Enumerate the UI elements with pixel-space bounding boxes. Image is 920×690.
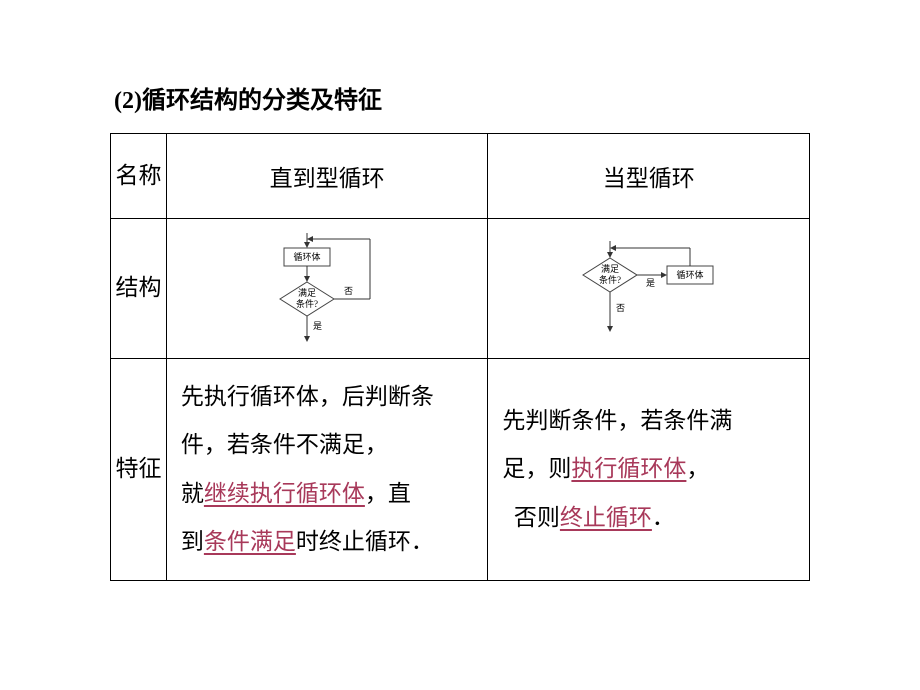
txt: 足，则 — [502, 456, 571, 481]
diagram-while: 满足 条件? 是 循环体 否 — [488, 219, 810, 359]
while-loop-flowchart: 满足 条件? 是 循环体 否 — [566, 239, 731, 339]
loop-body-text: 循环体 — [677, 269, 704, 280]
txt: 先执行循环体，后判断条 — [181, 384, 434, 409]
section-heading: (2)循环结构的分类及特征 — [110, 80, 810, 115]
header-text: 直到型循环 — [270, 166, 385, 191]
no-label: 否 — [616, 303, 625, 313]
blank-cond-met: 条件满足 — [204, 529, 296, 554]
txt: ，直 — [365, 481, 411, 506]
label-text: 特征 — [115, 456, 161, 481]
row-label-struct: 结构 — [111, 219, 167, 359]
txt: ， — [686, 456, 709, 481]
yes-label: 是 — [646, 278, 655, 288]
cond-l2: 条件? — [296, 298, 318, 309]
loop-body-text: 循环体 — [294, 251, 321, 262]
header-text: 当型循环 — [603, 166, 695, 191]
no-label: 否 — [344, 286, 353, 296]
until-loop-flowchart: 循环体 满足 条件? 否 是 — [252, 231, 402, 346]
txt: 先判断条件，若条件满 — [502, 408, 732, 433]
blank-exec-body: 执行循环体 — [571, 456, 686, 481]
row-label-feature: 特征 — [111, 359, 167, 581]
diagram-until: 循环体 满足 条件? 否 是 — [166, 219, 488, 359]
blank-continue-body: 继续执行循环体 — [204, 481, 365, 506]
txt: 就 — [181, 481, 204, 506]
label-text: 结构 — [115, 275, 161, 300]
cond-l1: 满足 — [601, 264, 619, 274]
blank-terminate: 终止循环 — [560, 505, 652, 530]
label-text: 名称 — [115, 163, 161, 188]
txt: 到 — [181, 529, 204, 554]
yes-label: 是 — [313, 321, 322, 331]
txt: 时终止循环． — [296, 529, 434, 554]
cond-l1: 满足 — [298, 288, 316, 298]
loop-types-table: 名称 直到型循环 当型循环 结构 循环体 — [110, 133, 810, 581]
txt: 否则 — [514, 505, 560, 530]
col-header-until: 直到型循环 — [166, 134, 488, 219]
txt: ． — [652, 505, 675, 530]
feature-while: 先判断条件，若条件满 足，则执行循环体， 否则终止循环． — [488, 359, 810, 581]
txt: 件，若条件不满足， — [181, 432, 388, 457]
feature-until: 先执行循环体，后判断条 件，若条件不满足， 就继续执行循环体，直 到条件满足时终… — [166, 359, 488, 581]
row-label-name: 名称 — [111, 134, 167, 219]
col-header-while: 当型循环 — [488, 134, 810, 219]
cond-l2: 条件? — [599, 274, 621, 285]
